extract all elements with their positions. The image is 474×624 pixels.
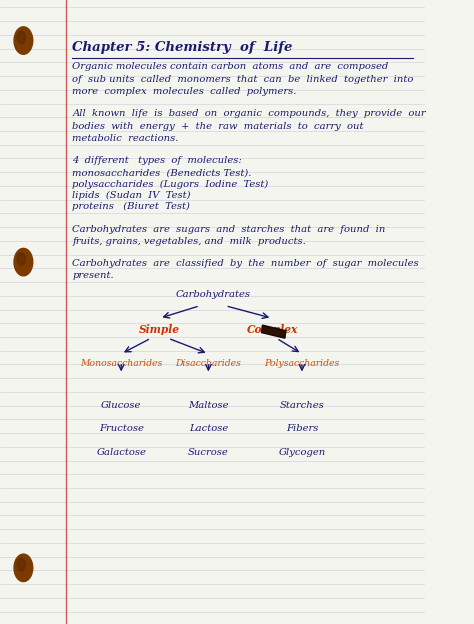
Text: polysaccharides  (Lugors  Iodine  Test): polysaccharides (Lugors Iodine Test) [73, 180, 269, 189]
Text: Glucose: Glucose [101, 401, 141, 409]
Text: fruits, grains, vegetables, and  milk  products.: fruits, grains, vegetables, and milk pro… [73, 237, 306, 246]
Text: Complex: Complex [246, 324, 298, 336]
Text: Simple: Simple [139, 324, 180, 336]
Circle shape [17, 253, 26, 265]
Circle shape [14, 27, 33, 54]
Text: lipids  (Sudan  IV  Test): lipids (Sudan IV Test) [73, 191, 191, 200]
Text: present.: present. [73, 271, 114, 280]
Text: bodies  with  energy  +  the  raw  materials  to  carry  out: bodies with energy + the raw materials t… [73, 122, 364, 130]
Text: monosaccharides  (Benedicts Test).: monosaccharides (Benedicts Test). [73, 168, 252, 177]
Text: Glycogen: Glycogen [278, 448, 326, 457]
Text: Galactose: Galactose [96, 448, 146, 457]
Text: Monosaccharides: Monosaccharides [80, 359, 162, 368]
Text: metabolic  reactions.: metabolic reactions. [73, 134, 179, 143]
Text: of  sub units  called  monomers  that  can  be  linked  together  into: of sub units called monomers that can be… [73, 75, 414, 84]
Text: Fructose: Fructose [99, 424, 144, 433]
Text: Sucrose: Sucrose [188, 448, 229, 457]
Text: Polysaccharides: Polysaccharides [264, 359, 339, 368]
Text: Carbohydrates: Carbohydrates [175, 290, 250, 299]
Circle shape [17, 558, 26, 571]
Text: Disaccharides: Disaccharides [175, 359, 241, 368]
Text: 4  different   types  of  molecules:: 4 different types of molecules: [73, 156, 242, 165]
Text: Starches: Starches [280, 401, 324, 409]
Text: Carbohydrates  are  sugars  and  starches  that  are  found  in: Carbohydrates are sugars and starches th… [73, 225, 386, 233]
Text: Lactose: Lactose [189, 424, 228, 433]
Circle shape [14, 554, 33, 582]
Text: proteins   (Biuret  Test): proteins (Biuret Test) [73, 202, 190, 212]
Circle shape [14, 248, 33, 276]
Text: Maltose: Maltose [188, 401, 228, 409]
Text: Fibers: Fibers [286, 424, 318, 433]
Text: Carbohydrates  are  classified  by  the  number  of  sugar  molecules: Carbohydrates are classified by the numb… [73, 259, 419, 268]
Text: All  known  life  is  based  on  organic  compounds,  they  provide  our: All known life is based on organic compo… [73, 109, 426, 118]
Text: more  complex  molecules  called  polymers.: more complex molecules called polymers. [73, 87, 297, 96]
Text: Organic molecules contain carbon  atoms  and  are  composed: Organic molecules contain carbon atoms a… [73, 62, 389, 71]
Polygon shape [262, 325, 286, 338]
Text: Chapter 5: Chemistry  of  Life: Chapter 5: Chemistry of Life [73, 41, 292, 54]
Circle shape [17, 31, 26, 44]
